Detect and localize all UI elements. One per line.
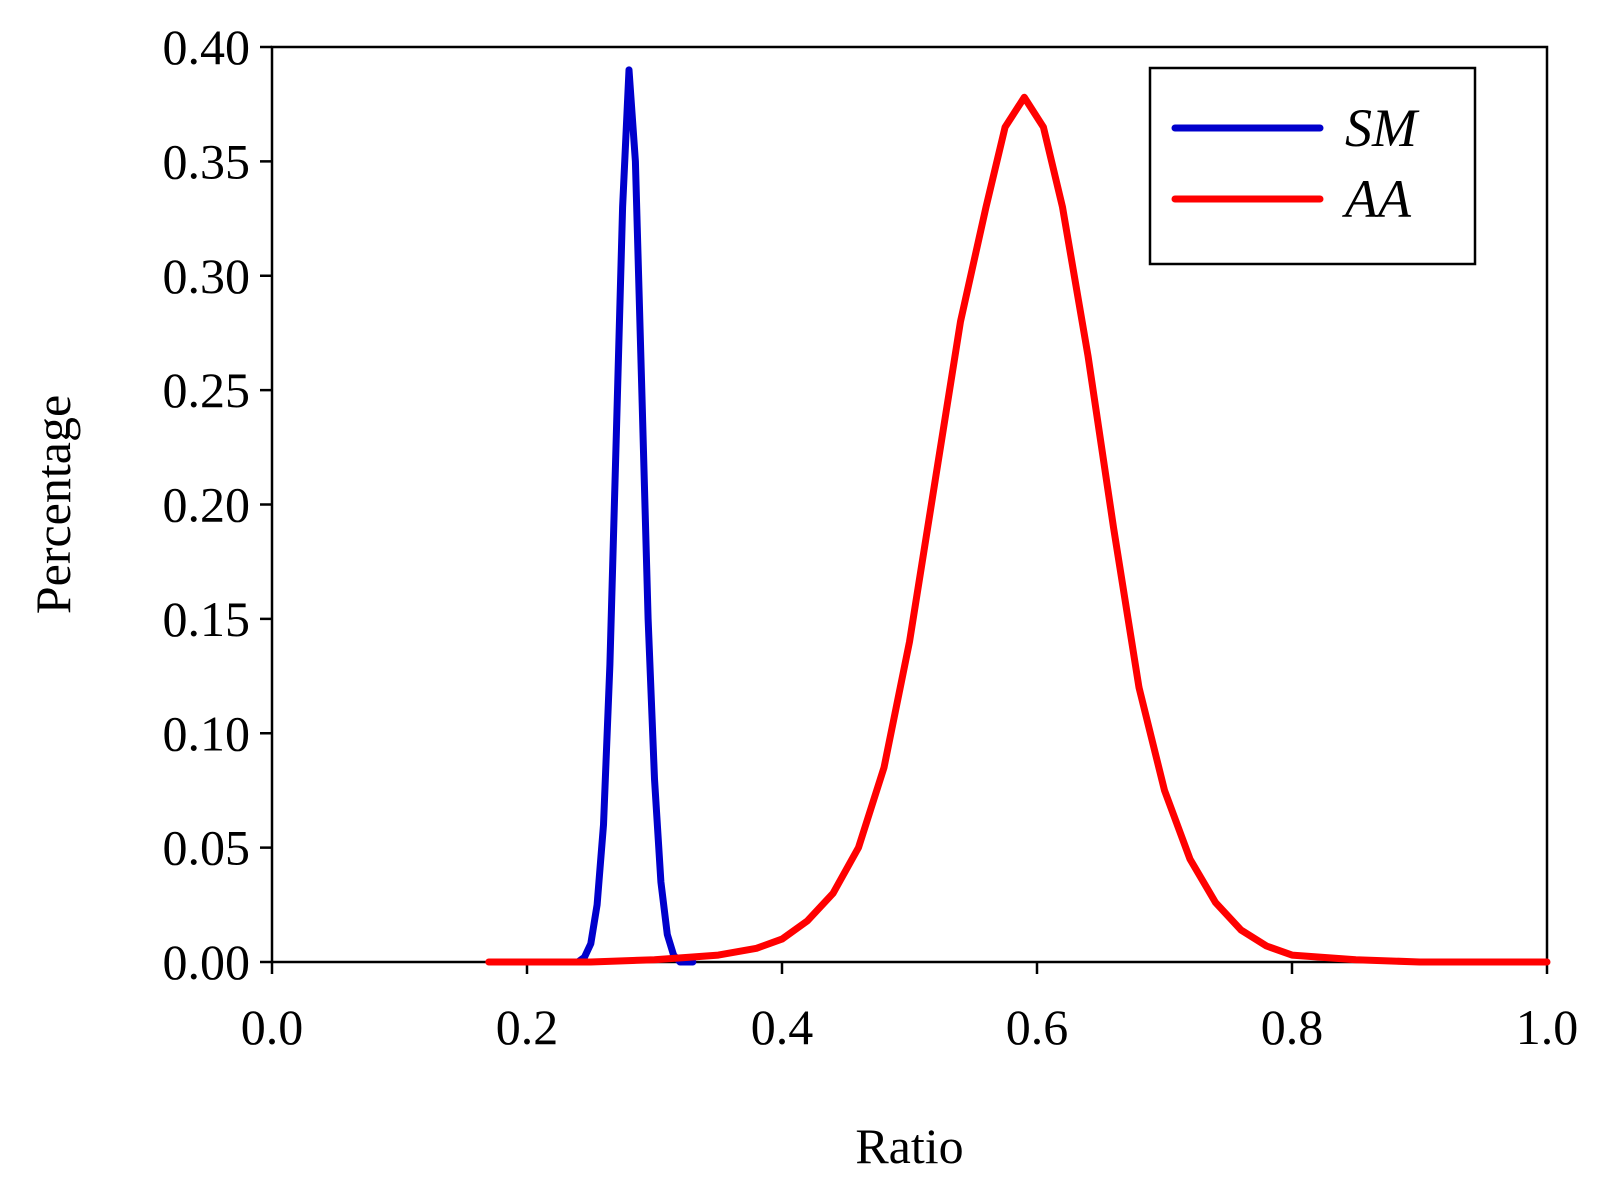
y-tick-label: 0.40 [163, 19, 251, 75]
y-tick-label: 0.05 [163, 820, 251, 876]
legend-label-sm: SM [1345, 98, 1420, 158]
legend: SM AA [1148, 66, 1477, 266]
legend-box [1148, 66, 1477, 266]
series-layer [485, 66, 1551, 966]
y-tick-label: 0.15 [163, 591, 251, 647]
y-tick-label: 0.00 [163, 934, 251, 990]
y-tick-label: 0.10 [163, 705, 251, 761]
x-tick-label: 0.8 [1261, 999, 1324, 1055]
x-tick-label: 0.6 [1006, 999, 1069, 1055]
series-line-sm [574, 66, 697, 966]
y-tick-label: 0.20 [163, 477, 251, 533]
series-line-aa [485, 93, 1551, 966]
y-axis-label: Percentage [25, 395, 81, 614]
axes: 0.00 0.05 0.10 0.15 0.20 0.25 0.30 0.35 0.40 0.0 0… [25, 19, 1578, 1174]
x-tick-label: 1.0 [1516, 999, 1579, 1055]
x-tick-label: 0.0 [241, 999, 304, 1055]
y-tick-label: 0.30 [163, 248, 251, 304]
y-tick-label: 0.25 [163, 362, 251, 418]
x-tick-label: 0.4 [751, 999, 814, 1055]
y-tick-label: 0.35 [163, 133, 251, 189]
legend-label-aa: AA [1342, 169, 1412, 229]
x-tick-label: 0.2 [496, 999, 559, 1055]
x-axis-label: Ratio [855, 1118, 963, 1174]
